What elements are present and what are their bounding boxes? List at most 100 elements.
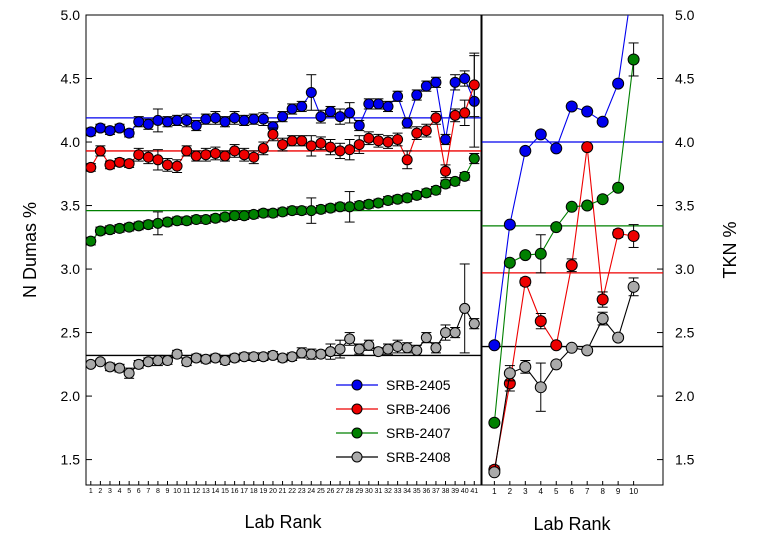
dumas-point-srb-2405 bbox=[372, 98, 384, 110]
dumas-point-srb-2408 bbox=[411, 344, 423, 356]
dumas-xtick-label: 2 bbox=[98, 488, 102, 495]
dumas-xtick-label: 35 bbox=[413, 488, 421, 495]
dumas-xtick-label: 21 bbox=[279, 488, 287, 495]
dumas-xtick-label: 1 bbox=[89, 488, 93, 495]
dumas-point-srb-2406 bbox=[238, 149, 250, 161]
dumas-xtick-label: 6 bbox=[137, 488, 141, 495]
dumas-point-srb-2406 bbox=[459, 107, 471, 119]
tkn-point-srb-2405 bbox=[503, 218, 516, 231]
dumas-point-srb-2406 bbox=[334, 145, 346, 157]
dumas-point-srb-2407 bbox=[219, 211, 231, 223]
dumas-point-srb-2408 bbox=[257, 351, 269, 363]
dumas-xtick-label: 32 bbox=[384, 488, 392, 495]
legend-label-srb-2405: SRB-2405 bbox=[386, 377, 451, 393]
dumas-plot-area bbox=[86, 52, 481, 379]
dumas-xtick-label: 38 bbox=[442, 488, 450, 495]
dumas-point-srb-2407 bbox=[267, 207, 279, 219]
dumas-point-srb-2408 bbox=[114, 362, 126, 374]
dumas-point-srb-2407 bbox=[334, 201, 346, 213]
dumas-xtick-label: 9 bbox=[166, 488, 170, 495]
dumas-point-srb-2407 bbox=[142, 219, 154, 231]
dumas-point-srb-2405 bbox=[257, 113, 269, 125]
tkn-ytick-label: 3.0 bbox=[675, 261, 695, 277]
tkn-xtick-label: 7 bbox=[585, 487, 590, 496]
tkn-point-srb-2405 bbox=[534, 128, 547, 141]
tkn-point-srb-2408 bbox=[550, 358, 563, 371]
tkn-point-srb-2406 bbox=[550, 339, 563, 352]
dumas-ytick-label: 2.0 bbox=[61, 388, 81, 404]
tkn-point-srb-2406 bbox=[581, 141, 594, 154]
dumas-xtick-label: 27 bbox=[336, 488, 344, 495]
dumas-point-srb-2408 bbox=[363, 339, 375, 351]
dumas-xtick-label: 39 bbox=[451, 488, 459, 495]
dumas-xtick-label: 41 bbox=[470, 488, 478, 495]
dumas-point-srb-2408 bbox=[305, 348, 317, 360]
dumas-point-srb-2408 bbox=[420, 332, 432, 344]
tkn-point-srb-2407 bbox=[550, 221, 563, 234]
dumas-point-srb-2408 bbox=[401, 342, 413, 354]
dumas-point-srb-2406 bbox=[468, 79, 480, 91]
dumas-point-srb-2405 bbox=[219, 116, 231, 128]
tkn-point-srb-2407 bbox=[503, 256, 516, 269]
tkn-series-line-srb-2405 bbox=[493, 15, 629, 346]
dumas-point-srb-2407 bbox=[401, 192, 413, 204]
dumas-xtick-label: 8 bbox=[156, 488, 160, 495]
tkn-point-srb-2405 bbox=[581, 105, 594, 118]
dumas-point-srb-2405 bbox=[94, 122, 106, 134]
dumas-point-srb-2406 bbox=[315, 137, 327, 149]
dumas-xtick-label: 25 bbox=[317, 488, 325, 495]
dumas-point-srb-2405 bbox=[86, 126, 97, 138]
dumas-point-srb-2407 bbox=[86, 235, 97, 247]
dumas-xtick-label: 23 bbox=[298, 488, 306, 495]
dumas-point-srb-2405 bbox=[363, 98, 375, 110]
dumas-point-srb-2407 bbox=[305, 205, 317, 217]
dumas-point-srb-2405 bbox=[181, 114, 193, 126]
tkn-series-line-srb-2408 bbox=[493, 286, 635, 473]
dumas-point-srb-2406 bbox=[440, 165, 452, 177]
dumas-point-srb-2406 bbox=[401, 154, 413, 166]
dumas-point-srb-2405 bbox=[114, 122, 126, 134]
dumas-point-srb-2406 bbox=[392, 133, 404, 145]
dumas-point-srb-2406 bbox=[229, 145, 241, 157]
tkn-point-srb-2405 bbox=[488, 339, 501, 352]
dumas-xtick-label: 20 bbox=[269, 488, 277, 495]
dumas-point-srb-2408 bbox=[440, 327, 452, 339]
dumas-point-srb-2407 bbox=[161, 216, 173, 228]
dumas-point-srb-2406 bbox=[200, 149, 212, 161]
legend-marker-srb-2406 bbox=[351, 403, 363, 415]
dumas-point-srb-2408 bbox=[315, 348, 327, 360]
dumas-point-srb-2408 bbox=[353, 343, 365, 355]
dumas-point-srb-2406 bbox=[190, 150, 202, 162]
tkn-point-srb-2406 bbox=[519, 275, 532, 288]
legend-label-srb-2408: SRB-2408 bbox=[386, 449, 451, 465]
dumas-point-srb-2405 bbox=[133, 116, 145, 128]
dumas-point-srb-2405 bbox=[392, 90, 404, 102]
tkn-point-srb-2407 bbox=[581, 199, 594, 212]
dumas-point-srb-2405 bbox=[459, 73, 471, 85]
dumas-point-srb-2405 bbox=[344, 107, 356, 119]
dumas-point-srb-2408 bbox=[86, 358, 97, 370]
dumas-point-srb-2406 bbox=[209, 147, 221, 159]
tkn-point-srb-2407 bbox=[612, 181, 625, 194]
dumas-point-srb-2405 bbox=[248, 113, 260, 125]
tkn-point-srb-2408 bbox=[534, 381, 547, 394]
dumas-point-srb-2408 bbox=[181, 356, 193, 368]
dumas-point-srb-2407 bbox=[430, 184, 442, 196]
dumas-point-srb-2407 bbox=[200, 214, 212, 226]
dumas-point-srb-2406 bbox=[420, 125, 432, 137]
dumas-xtick-label: 14 bbox=[212, 488, 220, 495]
dumas-point-srb-2408 bbox=[133, 358, 145, 370]
dumas-ytick-label: 3.5 bbox=[61, 198, 81, 214]
tkn-ytick-label: 4.5 bbox=[675, 71, 695, 87]
dumas-point-srb-2408 bbox=[449, 327, 461, 339]
dumas-point-srb-2408 bbox=[229, 352, 241, 364]
dumas-point-srb-2406 bbox=[123, 158, 135, 170]
dumas-point-srb-2405 bbox=[430, 76, 442, 88]
tkn-xtick-label: 5 bbox=[554, 487, 559, 496]
dumas-xtick-label: 37 bbox=[432, 488, 440, 495]
dumas-point-srb-2405 bbox=[315, 111, 327, 123]
tkn-plot-frame bbox=[481, 14, 664, 486]
dumas-ytick-label: 5.0 bbox=[61, 7, 81, 23]
dumas-xtick-label: 28 bbox=[346, 488, 354, 495]
dumas-point-srb-2405 bbox=[382, 100, 394, 112]
